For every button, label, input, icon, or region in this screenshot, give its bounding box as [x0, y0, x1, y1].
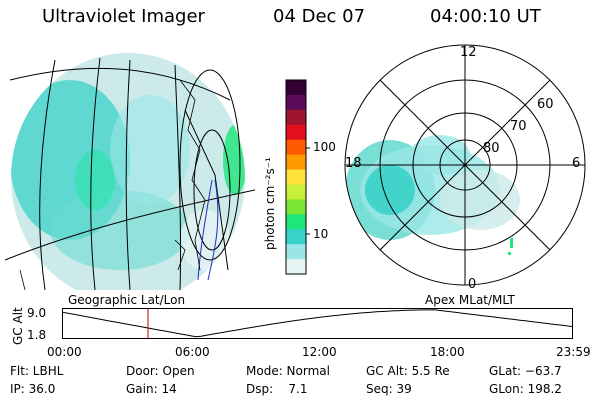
mlt-label-18: 18 — [345, 156, 362, 171]
colorbar-cell — [286, 139, 306, 156]
mlt-label-6: 6 — [572, 156, 581, 171]
info-glat: GLat: −63.7 — [489, 364, 562, 378]
info-gain: Gain: 14 — [126, 382, 177, 396]
colorbar-cell — [286, 94, 306, 111]
altitude-y-tick-min: 1.8 — [27, 328, 47, 342]
info-mode: Mode: Normal — [246, 364, 330, 378]
colorbar-tick-10: 10 — [313, 227, 329, 241]
observation-time: 04:00:10 UT — [430, 6, 541, 27]
left-panel-label: Geographic Lat/Lon — [68, 293, 186, 307]
mlt-label-0: 0 — [468, 277, 477, 292]
info-dsp: Dsp: 7.1 — [246, 382, 308, 396]
info-glon: GLon: 198.2 — [489, 382, 562, 396]
colorbar-unit-label: photon cm⁻²s⁻¹ — [263, 157, 277, 250]
colorbar-tick-100: 100 — [313, 140, 336, 154]
lat-label-80: 80 — [483, 141, 500, 156]
altitude-plot — [62, 308, 574, 339]
altitude-x-tick-2: 12:00 — [302, 345, 337, 359]
polar-plot-panel — [344, 44, 586, 286]
colorbar-cell — [286, 184, 306, 200]
colorbar-cell — [286, 154, 306, 171]
info-filter: Flt: LBHL — [10, 364, 64, 378]
colorbar-cell — [286, 80, 306, 96]
lat-label-60: 60 — [537, 97, 554, 112]
colorbar-cell — [286, 199, 306, 215]
altitude-x-tick-1: 06:00 — [175, 345, 210, 359]
colorbar — [285, 79, 310, 275]
altitude-x-tick-4: 23:59 — [556, 345, 591, 359]
info-seq: Seq: 39 — [366, 382, 412, 396]
lat-label-70: 70 — [510, 119, 527, 134]
mlt-label-12: 12 — [460, 45, 477, 60]
altitude-x-tick-3: 18:00 — [430, 345, 465, 359]
colorbar-cell — [286, 214, 306, 230]
info-door: Door: Open — [126, 364, 195, 378]
info-gc-alt: GC Alt: 5.5 Re — [366, 364, 450, 378]
altitude-x-tick-0: 00:00 — [47, 345, 82, 359]
colorbar-cell — [286, 229, 306, 245]
geographic-image-panel — [4, 53, 256, 290]
right-panel-label: Apex MLat/MLT — [425, 293, 515, 307]
colorbar-gradient — [286, 80, 306, 275]
colorbar-cell — [286, 169, 306, 185]
colorbar-cell — [286, 244, 306, 260]
observation-date: 04 Dec 07 — [273, 6, 366, 27]
colorbar-cell — [286, 124, 306, 141]
colorbar-cell — [286, 259, 306, 275]
colorbar-cell — [286, 109, 306, 126]
info-ip: IP: 36.0 — [10, 382, 56, 396]
altitude-y-tick-max: 9.0 — [27, 306, 47, 320]
instrument-title: Ultraviolet Imager — [42, 6, 205, 27]
altitude-y-label: GC Alt — [11, 307, 25, 345]
